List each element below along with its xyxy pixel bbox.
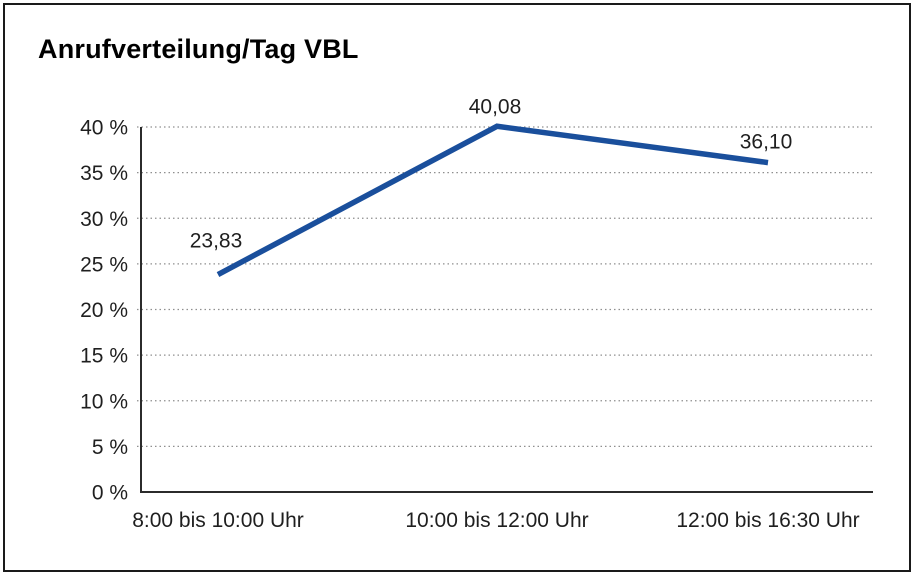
y-axis-tick-label: 10 % bbox=[80, 390, 128, 413]
x-axis-category-label: 8:00 bis 10:00 Uhr bbox=[132, 509, 304, 532]
y-axis-tick-label: 15 % bbox=[80, 345, 128, 368]
x-axis-category-label: 12:00 bis 16:30 Uhr bbox=[676, 509, 859, 532]
y-axis-tick-label: 40 % bbox=[80, 117, 128, 140]
x-axis-category-label: 10:00 bis 12:00 Uhr bbox=[405, 509, 588, 532]
y-axis-tick-label: 0 % bbox=[92, 482, 128, 505]
y-axis-tick-label: 35 % bbox=[80, 162, 128, 185]
y-axis-tick-label: 5 % bbox=[92, 436, 128, 459]
data-point-value-label: 40,08 bbox=[469, 95, 522, 118]
y-axis-tick-label: 25 % bbox=[80, 253, 128, 276]
y-axis-tick-label: 20 % bbox=[80, 299, 128, 322]
data-point-value-label: 36,10 bbox=[740, 131, 793, 154]
data-point-value-label: 23,83 bbox=[190, 230, 243, 253]
y-axis-tick-label: 30 % bbox=[80, 208, 128, 231]
chart-border-frame bbox=[3, 3, 911, 572]
data-line-series bbox=[216, 123, 769, 277]
chart-title: Anrufverteilung/Tag VBL bbox=[38, 34, 359, 64]
